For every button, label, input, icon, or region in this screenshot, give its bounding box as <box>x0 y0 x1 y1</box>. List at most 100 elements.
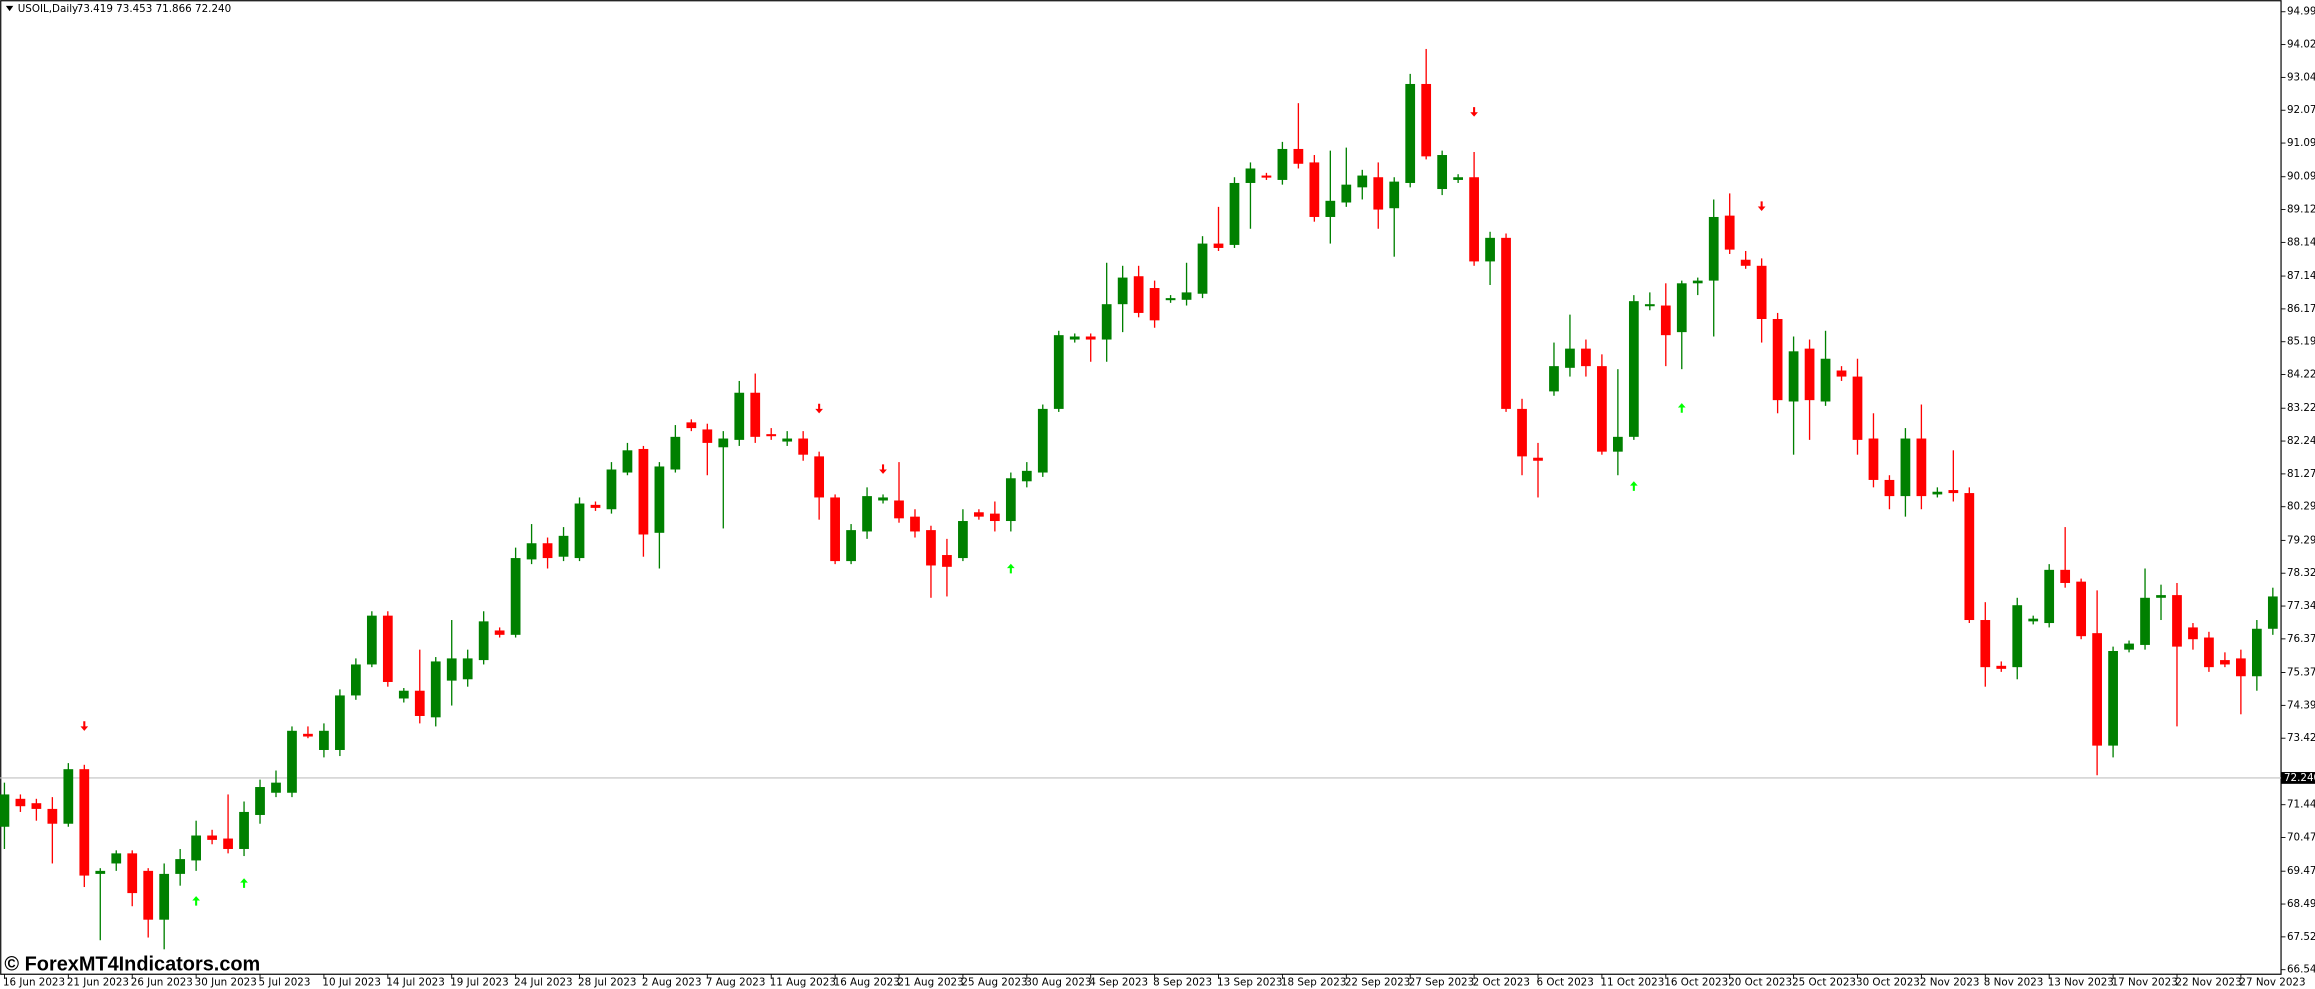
x-tick-label: 16 Oct 2023 <box>1664 976 1728 988</box>
signal-arrow <box>1630 481 1638 491</box>
x-tick-label: 6 Oct 2023 <box>1537 976 1594 988</box>
y-tick-label: 93.045 <box>2287 71 2315 83</box>
candle-body <box>1724 215 1735 250</box>
x-tick-label: 11 Oct 2023 <box>1600 976 1664 988</box>
y-tick-label: 87.145 <box>2287 270 2315 282</box>
candle-body <box>894 500 904 519</box>
candle-body <box>830 497 840 562</box>
candle-body <box>1229 182 1240 245</box>
candle-body <box>398 690 409 699</box>
candle-body <box>191 835 201 861</box>
candle-body <box>1836 370 1847 377</box>
candle-body <box>1341 184 1352 203</box>
candle-body <box>2220 660 2230 665</box>
candle-body <box>2124 643 2134 650</box>
candle-body <box>47 808 58 824</box>
x-tick-label: 2 Aug 2023 <box>642 976 702 988</box>
x-tick-label: 11 Aug 2023 <box>770 976 836 988</box>
candle-body <box>303 733 313 737</box>
y-tick-label: 79.295 <box>2287 534 2315 546</box>
y-tick-label: 94.020 <box>2287 39 2315 51</box>
candle-body <box>2156 595 2166 598</box>
candle-body <box>446 658 457 681</box>
x-tick-label: 8 Sep 2023 <box>1153 976 1212 988</box>
y-tick-label: 92.070 <box>2287 104 2315 116</box>
x-tick-label: 14 Jul 2023 <box>386 976 444 988</box>
candle-body <box>1788 351 1799 402</box>
y-tick-label: 69.470 <box>2287 865 2315 877</box>
y-tick-label: 78.320 <box>2287 567 2315 579</box>
candle-body <box>1980 620 1991 668</box>
signal-arrow <box>240 878 248 888</box>
y-tick-label: 88.145 <box>2287 236 2315 248</box>
candle-body <box>862 496 872 532</box>
watermark: © ForexMT4Indicators.com <box>4 954 260 976</box>
candle-body <box>351 664 361 696</box>
candle-body <box>1005 478 1016 522</box>
candle-body <box>942 555 952 567</box>
x-tick-label: 18 Sep 2023 <box>1281 976 1346 988</box>
x-tick-label: 2 Oct 2023 <box>1473 976 1530 988</box>
candle-body <box>31 803 42 809</box>
candle-body <box>1165 298 1176 301</box>
candle-body <box>2044 569 2055 624</box>
x-tick-label: 27 Nov 2023 <box>2239 976 2305 988</box>
candle-body <box>2140 597 2150 645</box>
signal-arrow <box>879 464 887 474</box>
candle-body <box>702 429 713 443</box>
x-tick-label: 22 Sep 2023 <box>1345 976 1410 988</box>
x-tick-label: 30 Aug 2023 <box>1025 976 1091 988</box>
candle-body <box>1469 177 1479 262</box>
x-tick-label: 26 Jun 2023 <box>131 976 193 988</box>
x-tick-label: 13 Nov 2023 <box>2048 976 2114 988</box>
candle-body <box>63 769 74 824</box>
candle-body <box>95 870 106 874</box>
candle-body <box>1117 277 1128 305</box>
candle-body <box>1868 438 1879 480</box>
candle-body <box>15 798 26 807</box>
candle-body <box>2076 581 2087 637</box>
x-tick-label: 25 Aug 2023 <box>961 976 1027 988</box>
y-tick-label: 94.995 <box>2287 6 2315 18</box>
x-tick-label: 22 Nov 2023 <box>2176 976 2242 988</box>
candle-body <box>478 621 489 661</box>
signal-arrow <box>80 721 89 731</box>
candle-body <box>1373 177 1384 210</box>
candle-body <box>255 787 265 815</box>
candle-body <box>734 392 745 440</box>
y-tick-label: 91.095 <box>2287 137 2315 149</box>
candle-body <box>1597 366 1607 452</box>
candle-body <box>2251 628 2262 677</box>
candle-body <box>1644 304 1655 307</box>
current-price-label: 72.240 <box>2284 772 2315 784</box>
candle-body <box>1277 148 1288 180</box>
candle-body <box>1533 457 1543 461</box>
y-tick-label: 86.170 <box>2287 303 2315 315</box>
y-tick-label: 76.370 <box>2287 633 2315 645</box>
candle-body <box>143 870 154 920</box>
candle-body <box>1996 665 2007 669</box>
plot-layer: 94.995 94.020 93.045 92.070 91.095 90.095 89.1… <box>0 6 2315 988</box>
candle-body <box>1437 155 1448 190</box>
candle-body <box>814 456 825 498</box>
candle-body <box>2060 569 2071 583</box>
candle-body <box>1964 493 1975 621</box>
candle-body <box>1309 162 1320 217</box>
candle-body <box>974 512 984 517</box>
candle-body <box>1628 301 1639 437</box>
candle-body <box>1517 408 1527 457</box>
signal-arrow <box>1677 403 1686 413</box>
x-tick-label: 10 Jul 2023 <box>322 976 380 988</box>
candle-body <box>1660 305 1671 336</box>
signal-arrow <box>1470 107 1478 117</box>
x-tick-label: 21 Aug 2023 <box>898 976 964 988</box>
candle-body <box>526 543 537 560</box>
y-tick-label: 90.095 <box>2287 171 2315 183</box>
candle-body <box>798 438 809 455</box>
candle-body <box>558 535 569 557</box>
candle-body <box>1101 304 1112 340</box>
candle-body <box>79 769 90 876</box>
y-tick-label: 77.345 <box>2287 600 2315 612</box>
